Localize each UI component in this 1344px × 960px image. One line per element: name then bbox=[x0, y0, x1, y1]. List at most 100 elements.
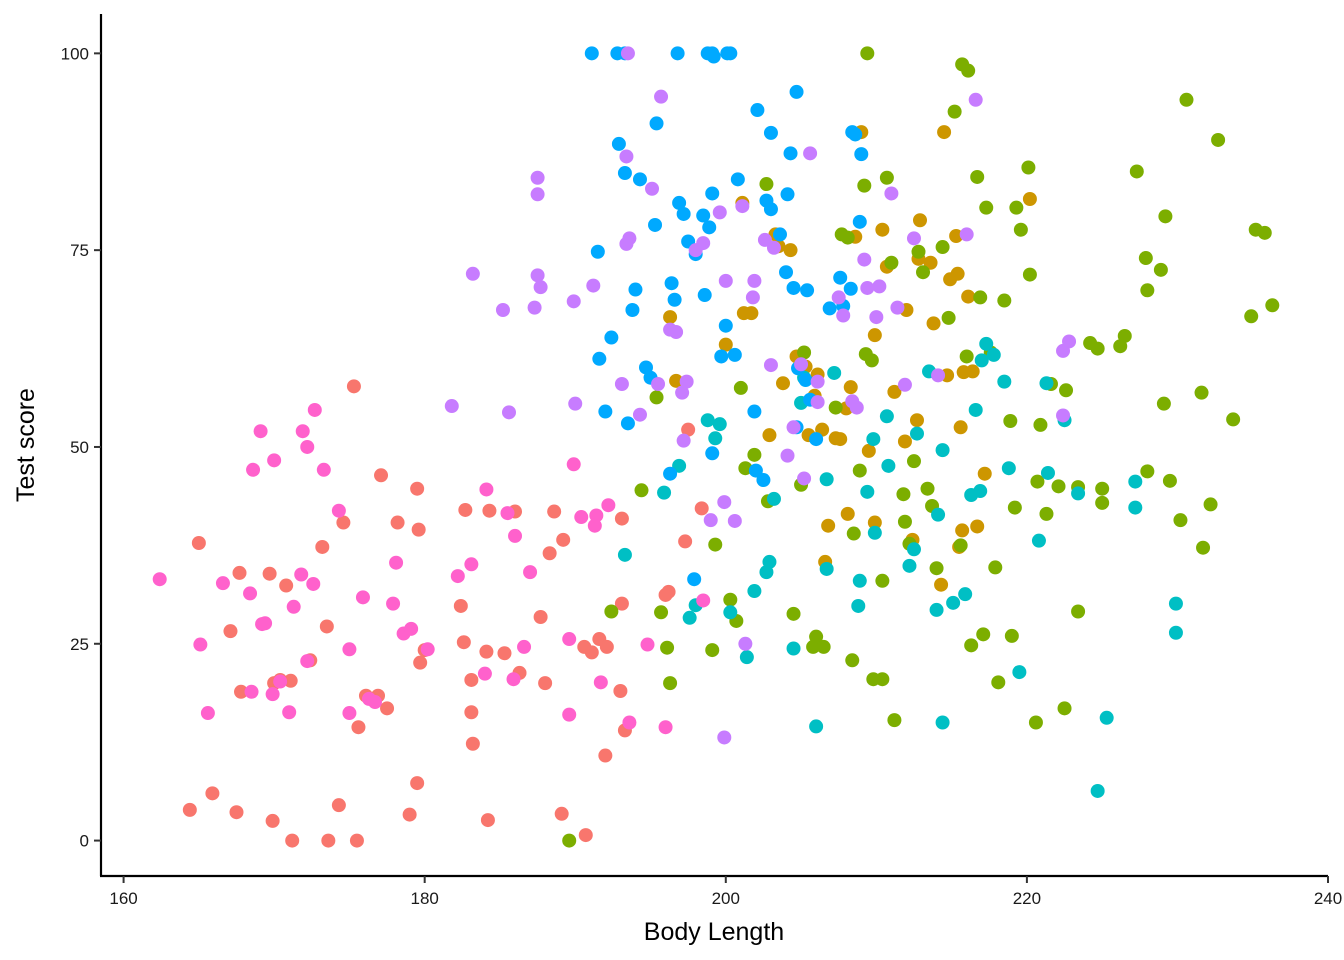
data-point bbox=[568, 396, 583, 411]
data-point bbox=[1257, 225, 1272, 240]
data-point bbox=[191, 536, 206, 551]
y-tick-label: 25 bbox=[70, 635, 89, 654]
data-point bbox=[654, 605, 669, 620]
data-point bbox=[1244, 309, 1259, 324]
data-point bbox=[501, 405, 516, 420]
data-point bbox=[696, 593, 711, 608]
data-point bbox=[733, 380, 748, 395]
data-point bbox=[592, 351, 607, 366]
data-point bbox=[533, 610, 548, 625]
x-tick-label: 200 bbox=[712, 889, 740, 908]
data-point bbox=[1039, 506, 1054, 521]
data-point bbox=[779, 265, 794, 280]
y-tick-label: 100 bbox=[61, 44, 89, 63]
data-point bbox=[349, 833, 364, 848]
data-point bbox=[705, 446, 720, 461]
data-point bbox=[566, 457, 581, 472]
data-point bbox=[517, 639, 532, 654]
data-point bbox=[265, 687, 280, 702]
data-point bbox=[1071, 486, 1086, 501]
data-point bbox=[632, 407, 647, 422]
data-point bbox=[1007, 500, 1022, 515]
data-point bbox=[628, 282, 643, 297]
data-point bbox=[857, 252, 872, 267]
data-point bbox=[331, 503, 346, 518]
data-point bbox=[909, 426, 924, 441]
data-point bbox=[810, 395, 825, 410]
data-point bbox=[763, 202, 778, 217]
data-point bbox=[762, 554, 777, 569]
data-point bbox=[1128, 474, 1143, 489]
data-point bbox=[1117, 328, 1132, 343]
data-point bbox=[852, 214, 867, 229]
data-point bbox=[717, 495, 732, 510]
data-point bbox=[295, 424, 310, 439]
data-point bbox=[762, 428, 777, 443]
data-point bbox=[658, 720, 673, 735]
data-point bbox=[614, 596, 629, 611]
data-point bbox=[648, 217, 663, 232]
data-point bbox=[1004, 628, 1019, 643]
data-point bbox=[672, 195, 687, 210]
x-tick-label: 220 bbox=[1013, 889, 1041, 908]
x-axis-ticks: 160 180 200 220 240 bbox=[109, 876, 1342, 908]
data-point bbox=[727, 347, 742, 362]
data-point bbox=[319, 619, 334, 634]
data-point bbox=[1090, 783, 1105, 798]
data-point bbox=[979, 336, 994, 351]
data-point bbox=[881, 458, 896, 473]
data-point bbox=[267, 453, 282, 468]
data-point bbox=[864, 353, 879, 368]
data-point bbox=[934, 577, 949, 592]
data-point bbox=[860, 484, 875, 499]
data-point bbox=[342, 706, 357, 721]
data-point bbox=[750, 103, 765, 118]
data-point bbox=[676, 206, 691, 221]
data-point bbox=[182, 802, 197, 817]
data-point bbox=[279, 578, 294, 593]
data-point bbox=[1211, 132, 1226, 147]
data-point bbox=[1099, 710, 1114, 725]
data-point bbox=[244, 684, 259, 699]
x-tick-label: 180 bbox=[410, 889, 438, 908]
data-point bbox=[527, 300, 542, 315]
data-point bbox=[846, 526, 861, 541]
data-point bbox=[669, 373, 684, 388]
data-point bbox=[530, 170, 545, 185]
y-axis-ticks: 0 25 50 75 100 bbox=[61, 44, 101, 851]
data-point bbox=[897, 514, 912, 529]
data-point bbox=[1138, 251, 1153, 266]
data-point bbox=[786, 280, 801, 295]
data-point bbox=[1031, 533, 1046, 548]
data-point bbox=[906, 454, 921, 469]
data-point bbox=[444, 399, 459, 414]
data-point bbox=[223, 624, 238, 639]
data-point bbox=[730, 172, 745, 187]
data-point bbox=[246, 462, 261, 477]
data-point bbox=[884, 255, 899, 270]
data-point bbox=[283, 673, 298, 688]
data-point bbox=[879, 170, 894, 185]
data-point bbox=[964, 638, 979, 653]
data-point bbox=[562, 833, 577, 848]
data-point bbox=[336, 515, 351, 530]
data-point bbox=[783, 243, 798, 258]
data-point bbox=[390, 515, 405, 530]
data-point bbox=[843, 380, 858, 395]
data-point bbox=[974, 353, 989, 368]
data-point bbox=[723, 592, 738, 607]
data-point bbox=[456, 635, 471, 650]
data-point bbox=[717, 730, 732, 745]
data-point bbox=[735, 199, 750, 214]
data-point bbox=[867, 515, 882, 530]
data-point bbox=[854, 147, 869, 162]
data-point bbox=[574, 510, 589, 525]
data-point bbox=[869, 310, 884, 325]
data-point bbox=[772, 227, 787, 242]
data-point bbox=[739, 650, 754, 665]
data-point bbox=[1003, 413, 1018, 428]
data-point bbox=[803, 146, 818, 161]
data-point bbox=[708, 431, 723, 446]
data-point bbox=[1012, 665, 1027, 680]
data-point bbox=[872, 279, 887, 294]
